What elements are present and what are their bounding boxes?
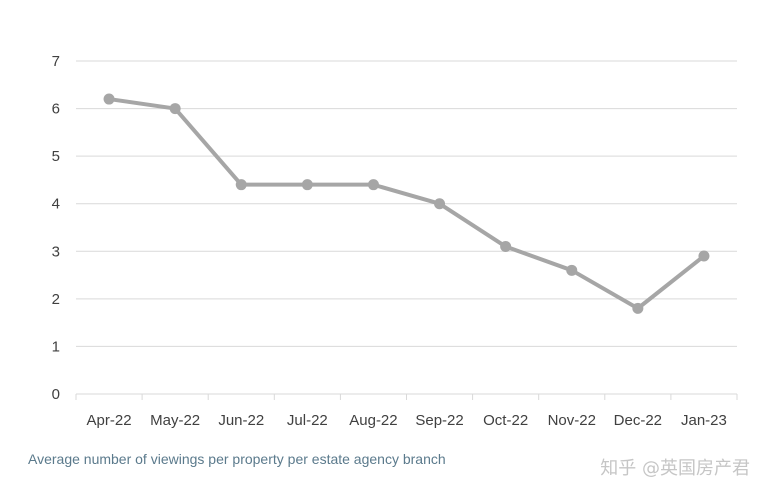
y-tick-label: 7 (52, 53, 60, 70)
x-tick-label: Nov-22 (548, 412, 596, 429)
x-tick-label: Dec-22 (614, 412, 662, 429)
data-point (566, 264, 578, 276)
line-chart: 0 1 2 3 4 5 6 7 Apr-22 May-22 Jun-22 Jul-22 Aug-22 S… (52, 53, 738, 429)
data-point (367, 179, 379, 191)
data-point (301, 179, 313, 191)
y-tick-label: 4 (52, 196, 60, 213)
x-tick-label: Sep-22 (415, 412, 463, 429)
y-tick-label: 6 (52, 101, 60, 118)
data-point (103, 93, 115, 105)
watermark-text: 知乎 @英国房产君 (600, 458, 750, 479)
data-point (500, 241, 512, 253)
y-tick-label: 1 (52, 338, 60, 355)
y-tick-label: 0 (52, 386, 60, 403)
series-line (107, 97, 706, 311)
data-point (698, 250, 710, 262)
x-axis-tick-labels: Apr-22 May-22 Jun-22 Jul-22 Aug-22 Sep-22 Oct-… (87, 412, 727, 429)
x-axis (75, 393, 738, 400)
data-point (169, 103, 181, 115)
y-tick-label: 5 (52, 148, 60, 165)
chart-caption: Average number of viewings per property … (28, 451, 446, 467)
x-tick-label: May-22 (150, 412, 200, 429)
x-tick-label: Apr-22 (87, 412, 132, 429)
x-tick-label: Jan-23 (681, 412, 727, 429)
gridlines (76, 60, 737, 347)
x-tick-label: Oct-22 (483, 412, 528, 429)
data-point (235, 179, 247, 191)
data-point (434, 198, 446, 210)
series-line-group (107, 97, 706, 311)
x-tick-label: Aug-22 (349, 412, 397, 429)
x-tick-label: Jun-22 (218, 412, 264, 429)
y-tick-label: 3 (52, 243, 60, 260)
series-points (103, 93, 710, 314)
data-point (632, 302, 644, 314)
y-tick-label: 2 (52, 291, 60, 308)
y-axis-tick-labels: 0 1 2 3 4 5 6 7 (52, 53, 60, 403)
x-tick-label: Jul-22 (287, 412, 328, 429)
